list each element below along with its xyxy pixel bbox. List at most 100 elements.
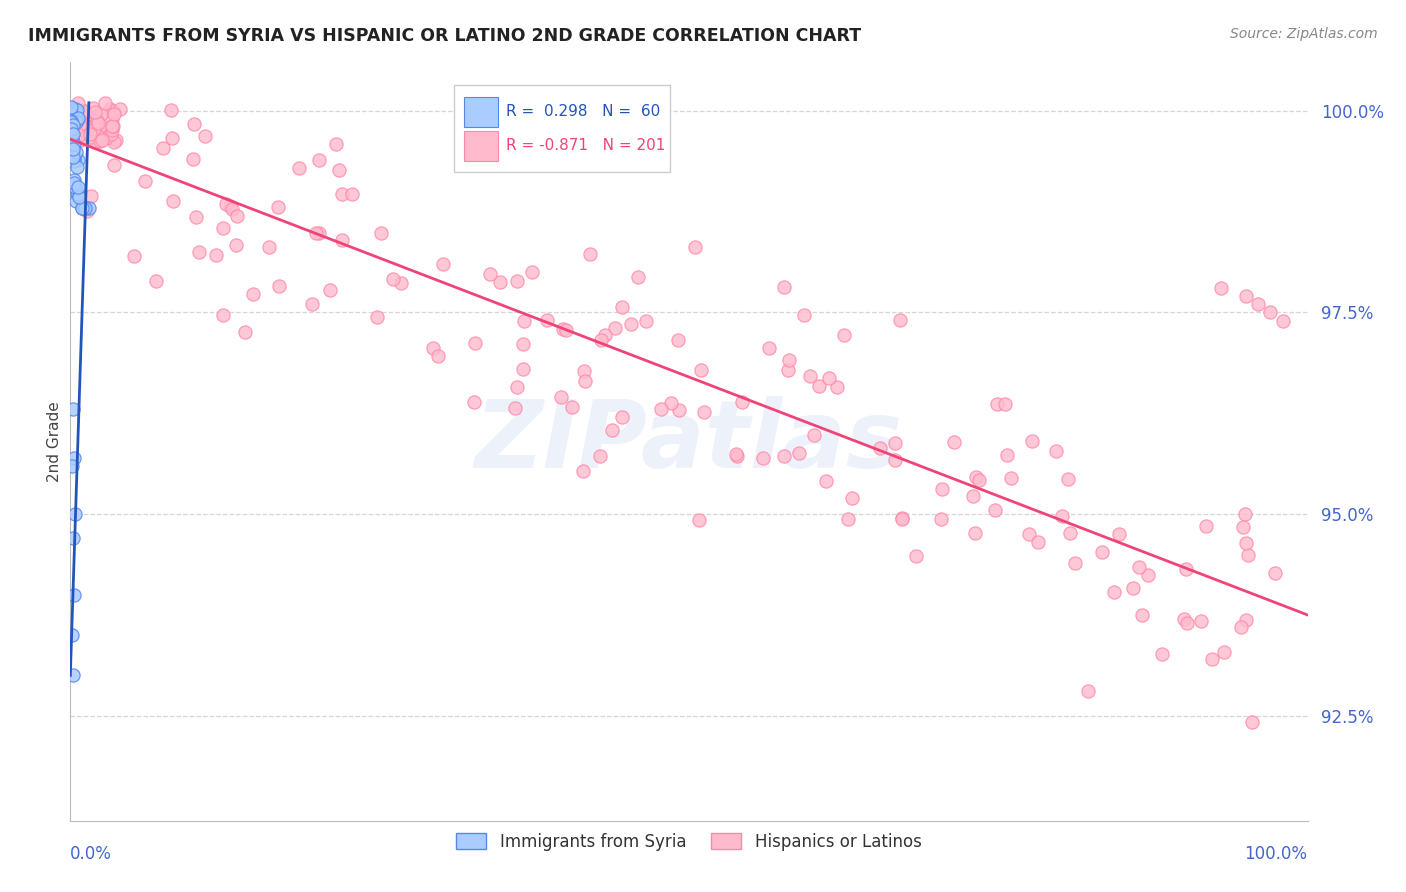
- Point: [603, 321, 626, 335]
- Point: [103, 136, 125, 150]
- Point: [70, 104, 93, 119]
- Point: [63, 588, 86, 602]
- Point: [752, 450, 775, 465]
- Point: [1018, 527, 1040, 541]
- Point: [1045, 444, 1067, 458]
- Point: [91, 130, 114, 145]
- Point: [67, 186, 90, 201]
- Point: [1195, 519, 1218, 533]
- Point: [62, 101, 84, 115]
- Point: [66, 113, 89, 128]
- Point: [82, 118, 104, 132]
- Point: [522, 265, 544, 279]
- Point: [572, 464, 595, 478]
- Point: [1122, 582, 1144, 596]
- Point: [60, 138, 83, 153]
- Point: [63, 450, 86, 465]
- Point: [1234, 535, 1257, 549]
- Point: [63, 150, 86, 164]
- Point: [574, 374, 596, 388]
- Point: [62, 154, 84, 169]
- Point: [904, 549, 927, 563]
- Point: [688, 513, 710, 527]
- Point: [62, 148, 84, 162]
- Point: [370, 226, 392, 240]
- Point: [963, 526, 986, 541]
- Point: [506, 380, 529, 394]
- Point: [890, 510, 912, 524]
- Point: [591, 333, 613, 347]
- Point: [212, 308, 235, 322]
- Point: [1241, 715, 1264, 730]
- Point: [965, 470, 987, 484]
- Point: [931, 483, 953, 497]
- Point: [1028, 534, 1050, 549]
- Point: [693, 405, 716, 419]
- Legend: Immigrants from Syria, Hispanics or Latinos: Immigrants from Syria, Hispanics or Lati…: [450, 827, 928, 858]
- Point: [204, 248, 226, 262]
- Point: [67, 189, 90, 203]
- Point: [160, 130, 183, 145]
- Point: [62, 139, 84, 153]
- Point: [59, 134, 82, 148]
- Point: [62, 128, 84, 142]
- Point: [1233, 507, 1256, 521]
- Point: [889, 312, 911, 326]
- Point: [536, 313, 558, 327]
- Point: [332, 233, 354, 247]
- Point: [86, 114, 108, 128]
- Point: [94, 95, 117, 110]
- Point: [65, 115, 87, 129]
- Point: [91, 133, 114, 147]
- Point: [967, 473, 990, 487]
- Point: [610, 300, 633, 314]
- Point: [183, 117, 205, 131]
- Point: [731, 395, 754, 409]
- Point: [627, 270, 650, 285]
- Point: [267, 279, 290, 293]
- Point: [478, 267, 501, 281]
- FancyBboxPatch shape: [454, 85, 671, 172]
- Point: [1102, 585, 1125, 599]
- Point: [1173, 612, 1195, 626]
- Point: [134, 174, 156, 188]
- Point: [62, 150, 84, 164]
- Point: [513, 314, 536, 328]
- Point: [60, 458, 83, 473]
- Point: [73, 104, 96, 119]
- Point: [60, 133, 83, 147]
- Point: [561, 400, 583, 414]
- Point: [778, 363, 800, 377]
- Point: [595, 328, 617, 343]
- Point: [94, 131, 117, 145]
- Point: [226, 210, 249, 224]
- Point: [869, 441, 891, 455]
- Point: [661, 396, 683, 410]
- Point: [308, 153, 330, 168]
- Point: [100, 123, 122, 137]
- FancyBboxPatch shape: [464, 130, 498, 161]
- Point: [572, 364, 595, 378]
- FancyBboxPatch shape: [464, 96, 498, 127]
- Point: [66, 153, 89, 167]
- Point: [63, 149, 86, 163]
- Point: [72, 104, 94, 119]
- Point: [101, 104, 124, 119]
- Point: [589, 449, 612, 463]
- Point: [103, 107, 125, 121]
- Point: [1128, 560, 1150, 574]
- Point: [76, 126, 98, 140]
- Point: [77, 201, 100, 215]
- Text: ZIPatlas: ZIPatlas: [475, 395, 903, 488]
- Point: [929, 512, 952, 526]
- Point: [799, 368, 821, 383]
- Point: [181, 152, 204, 166]
- Point: [63, 103, 86, 117]
- Point: [60, 109, 83, 123]
- Point: [340, 186, 363, 201]
- Point: [984, 503, 1007, 517]
- Point: [98, 123, 121, 137]
- Point: [162, 194, 184, 208]
- Point: [60, 628, 83, 642]
- Point: [60, 102, 83, 116]
